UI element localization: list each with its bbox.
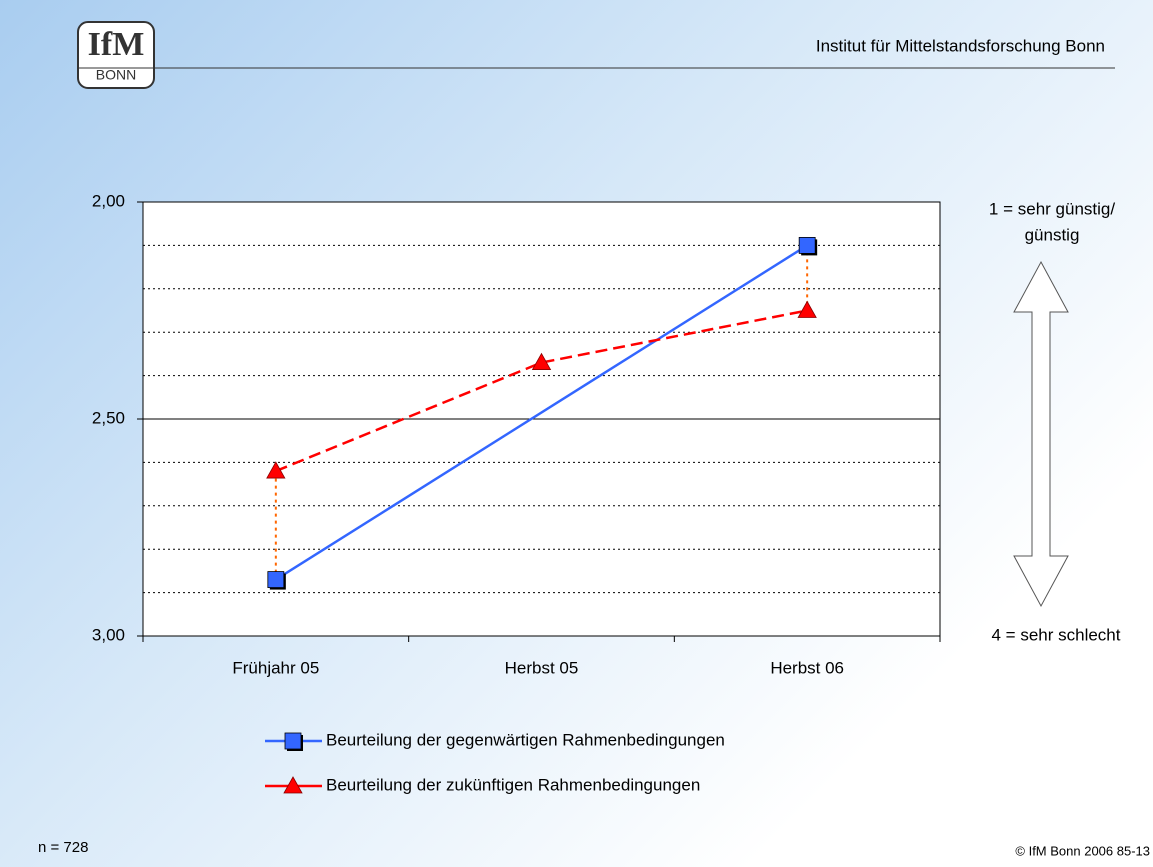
annotation-bottom: 4 = sehr schlecht	[992, 625, 1121, 644]
data-point	[267, 571, 285, 588]
logo-sub: BONN	[96, 67, 136, 83]
institute: Institut für Mittelstandsforschung Bonn	[816, 36, 1105, 55]
series-line	[275, 309, 808, 473]
x-tick-label: Herbst 06	[770, 658, 844, 677]
series-line	[275, 244, 808, 581]
data-point	[798, 236, 816, 254]
legend-label: Beurteilung der zukünftigen Rahmenbeding…	[326, 775, 700, 794]
x-tick-label: Frühjahr 05	[232, 658, 319, 677]
legend-marker	[284, 732, 302, 750]
double-arrow	[1013, 260, 1069, 608]
y-tick-label: 3,00	[92, 625, 125, 644]
data-point	[531, 352, 552, 370]
y-tick-label: 2,50	[92, 408, 125, 427]
x-tick-label: Herbst 05	[505, 658, 579, 677]
sample-size: n = 728	[38, 839, 88, 856]
legend-marker	[283, 776, 303, 794]
y-tick-label: 2,00	[92, 191, 125, 210]
copyright: © IfM Bonn 2006 85-13	[1015, 843, 1150, 858]
legend-label: Beurteilung der gegenwärtigen Rahmenbedi…	[326, 730, 725, 749]
annotation-top: günstig	[1025, 225, 1080, 244]
annotation-top: 1 = sehr günstig/	[989, 199, 1115, 218]
logo: IfM	[88, 26, 145, 63]
data-point	[797, 300, 817, 318]
logo-box	[77, 21, 155, 89]
data-point	[266, 461, 286, 479]
